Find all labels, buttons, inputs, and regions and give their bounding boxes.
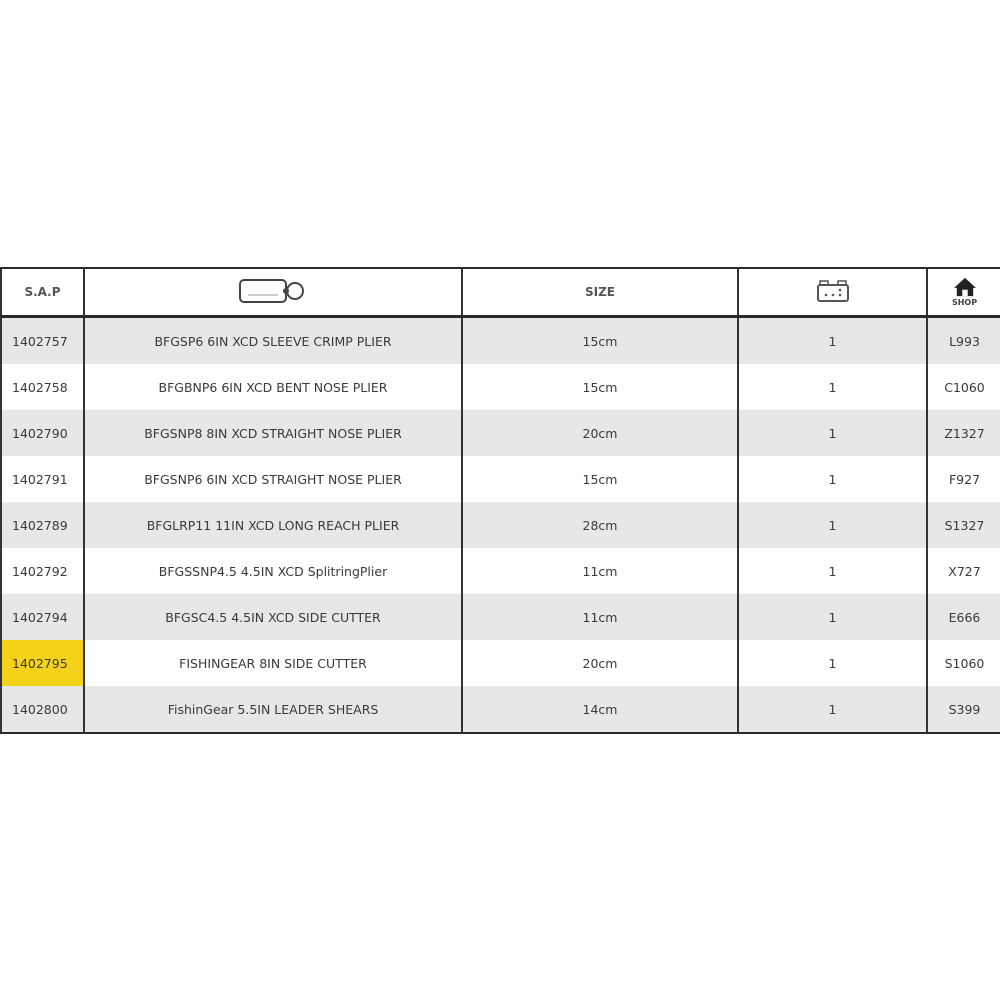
size-cell: 20cm — [461, 410, 739, 456]
table-row: 1402758 BFGBNP6 6IN XCD BENT NOSE PLIER 15… — [0, 364, 1000, 410]
description-cell: BFGLRP11 11IN XCD LONG REACH PLIER — [83, 502, 463, 548]
description-cell: FishinGear 5.5IN LEADER SHEARS — [83, 686, 463, 733]
table-row: 1402789 BFGLRP11 11IN XCD LONG REACH PLIE… — [0, 502, 1000, 548]
header-description — [83, 268, 463, 318]
sap-cell: 1402794 — [0, 594, 85, 640]
table-row: 1402795 FISHINGEAR 8IN SIDE CUTTER 20cm 1 S1… — [0, 640, 1000, 686]
header-shop: SHOP — [926, 268, 1000, 318]
shop-cell: S1060 — [926, 640, 1000, 686]
sap-cell: 1402757 — [0, 316, 85, 364]
quantity-cell: 1 — [737, 456, 928, 502]
quantity-cell: 1 — [737, 364, 928, 410]
shop-cell: E666 — [926, 594, 1000, 640]
table-row: 1402794 BFGSC4.5 4.5IN XCD SIDE CUTTER 11c… — [0, 594, 1000, 640]
shop-cell: X727 — [926, 548, 1000, 594]
size-cell: 28cm — [461, 502, 739, 548]
table-row: 1402800 FishinGear 5.5IN LEADER SHEARS 14c… — [0, 686, 1000, 733]
shop-cell: S399 — [926, 686, 1000, 733]
shop-cell: S1327 — [926, 502, 1000, 548]
description-cell: BFGSNP6 6IN XCD STRAIGHT NOSE PLIER — [83, 456, 463, 502]
quantity-cell: 1 — [737, 502, 928, 548]
size-cell: 15cm — [461, 456, 739, 502]
table-row: 1402757 BFGSP6 6IN XCD SLEEVE CRIMP PLIER… — [0, 316, 1000, 364]
description-cell: FISHINGEAR 8IN SIDE CUTTER — [83, 640, 463, 686]
shop-label: SHOP — [951, 298, 978, 307]
header-sap: S.A.P — [0, 268, 85, 318]
quantity-cell: 1 — [737, 594, 928, 640]
size-cell: 20cm — [461, 640, 739, 686]
sap-cell: 1402791 — [0, 456, 85, 502]
table-row: 1402791 BFGSNP6 6IN XCD STRAIGHT NOSE PLI… — [0, 456, 1000, 502]
shop-cell: F927 — [926, 456, 1000, 502]
shop-cell: L993 — [926, 316, 1000, 364]
size-cell: 15cm — [461, 364, 739, 410]
description-cell: BFGSP6 6IN XCD SLEEVE CRIMP PLIER — [83, 316, 463, 364]
shop-cell: C1060 — [926, 364, 1000, 410]
home-icon — [953, 277, 976, 297]
quantity-cell: 1 — [737, 686, 928, 733]
shop-cell: Z1327 — [926, 410, 1000, 456]
quantity-cell: 1 — [737, 316, 928, 364]
sap-cell: 1402789 — [0, 502, 85, 548]
size-cell: 11cm — [461, 594, 739, 640]
header-size: SIZE — [461, 268, 739, 318]
sap-cell: 1402758 — [0, 364, 85, 410]
quantity-cell: 1 — [737, 548, 928, 594]
size-cell: 14cm — [461, 686, 739, 733]
sap-cell: 1402792 — [0, 548, 85, 594]
description-cell: BFGBNP6 6IN XCD BENT NOSE PLIER — [83, 364, 463, 410]
description-cell: BFGSSNP4.5 4.5IN XCD SplitringPlier — [83, 548, 463, 594]
quantity-cell: 1 — [737, 640, 928, 686]
table-row: 1402790 BFGSNP8 8IN XCD STRAIGHT NOSE PLI… — [0, 410, 1000, 456]
description-cell: BFGSNP8 8IN XCD STRAIGHT NOSE PLIER — [83, 410, 463, 456]
sap-cell: 1402795 — [0, 640, 85, 686]
box-icon — [816, 279, 849, 302]
sap-cell: 1402800 — [0, 686, 85, 733]
size-cell: 15cm — [461, 316, 739, 364]
sap-cell: 1402790 — [0, 410, 85, 456]
table-row: 1402792 BFGSSNP4.5 4.5IN XCD SplitringPli… — [0, 548, 1000, 594]
size-cell: 11cm — [461, 548, 739, 594]
header-quantity — [737, 268, 928, 318]
tag-icon — [239, 278, 304, 303]
product-table: S.A.P SIZE — [0, 267, 1000, 734]
header-row: S.A.P SIZE — [0, 268, 1000, 318]
shop-header-group: SHOP — [952, 277, 977, 307]
quantity-cell: 1 — [737, 410, 928, 456]
description-cell: BFGSC4.5 4.5IN XCD SIDE CUTTER — [83, 594, 463, 640]
